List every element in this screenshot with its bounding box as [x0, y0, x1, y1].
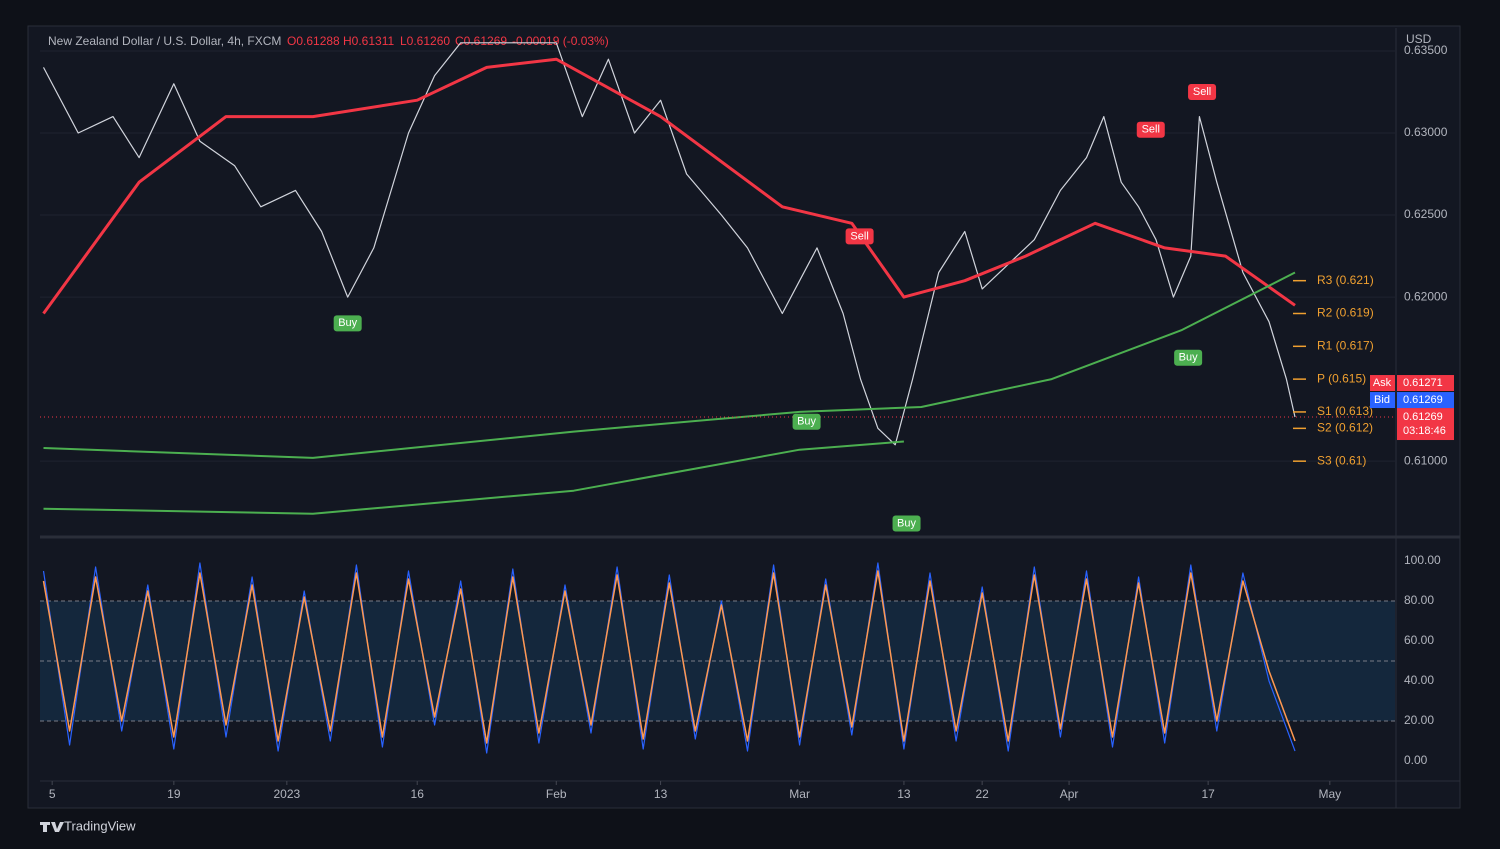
y-tick-label: 100.00 [1404, 553, 1441, 567]
pivot-label: R1 (0.617) [1317, 338, 1374, 352]
ohlc-change: -0.00019 (-0.03%) [512, 34, 609, 48]
countdown: 03:18:46 [1403, 425, 1446, 437]
y-tick-label: 0.61000 [1404, 453, 1448, 467]
signal-label: Sell [850, 230, 868, 242]
signal-tag [1174, 349, 1203, 366]
signal-tag [792, 413, 821, 430]
y-tick-label: 20.00 [1404, 713, 1434, 727]
bid-label: Bid [1374, 394, 1390, 406]
bid-price: 0.61269 [1403, 394, 1443, 406]
ask-price: 0.61271 [1403, 377, 1443, 389]
series-line [43, 271, 1296, 459]
last-price-tag [1397, 408, 1454, 441]
pivot-label: P (0.615) [1317, 371, 1366, 385]
chart-title: New Zealand Dollar / U.S. Dollar, 4h, FX… [48, 34, 281, 48]
y-tick-label: 0.63000 [1404, 125, 1448, 139]
y-tick-label: 0.00 [1404, 753, 1428, 767]
price-unit: USD [1406, 32, 1432, 46]
signal-label: Buy [897, 517, 916, 529]
x-tick-label: 16 [411, 787, 425, 801]
signal-label: Buy [797, 416, 816, 428]
pivot-label: R3 (0.621) [1317, 273, 1374, 287]
bid-price-tag [1397, 392, 1454, 409]
signal-tag [333, 315, 362, 332]
x-tick-label: 2023 [273, 787, 300, 801]
pivot-label: R2 (0.619) [1317, 306, 1374, 320]
series-line [43, 440, 904, 515]
last-price: 0.61269 [1403, 411, 1443, 423]
series-line [42, 42, 1296, 446]
signal-tag [845, 228, 874, 245]
x-tick-label: Feb [546, 787, 567, 801]
signal-tag [1188, 83, 1217, 100]
pivot-label: S2 (0.612) [1317, 421, 1373, 435]
ohlc-open: O0.61288 [287, 34, 340, 48]
signal-label: Buy [1179, 352, 1198, 364]
y-tick-label: 0.62500 [1404, 207, 1448, 221]
x-tick-label: 13 [897, 787, 911, 801]
pane [40, 42, 1395, 515]
signal-tag [892, 515, 921, 532]
ohlc-high: H0.61311 [343, 34, 394, 48]
brand: TradingView [64, 818, 136, 833]
bid-label-tag [1370, 392, 1395, 409]
x-tick-label: 19 [167, 787, 181, 801]
x-tick-label: 17 [1201, 787, 1215, 801]
signal-label: Sell [1193, 86, 1211, 98]
x-tick-label: 13 [654, 787, 668, 801]
pivot-label: S3 (0.61) [1317, 453, 1366, 467]
signal-label: Buy [338, 317, 357, 329]
pivot-label: S1 (0.613) [1317, 404, 1373, 418]
ask-label-tag [1370, 375, 1395, 392]
logo-icon [40, 822, 64, 832]
y-tick-label: 40.00 [1404, 673, 1434, 687]
y-tick-label: 0.63500 [1404, 43, 1448, 57]
x-tick-label: Mar [789, 787, 810, 801]
ask-price-tag [1397, 375, 1454, 392]
x-tick-label: 5 [49, 787, 56, 801]
y-tick-label: 0.62000 [1404, 289, 1448, 303]
ask-label: Ask [1373, 377, 1392, 389]
pane [40, 562, 1395, 754]
signal-tag [1136, 121, 1165, 138]
y-tick-label: 60.00 [1404, 633, 1434, 647]
series-line [42, 57, 1296, 315]
signal-label: Sell [1142, 124, 1160, 136]
x-tick-label: 22 [975, 787, 989, 801]
y-tick-label: 80.00 [1404, 593, 1434, 607]
series-line [42, 570, 1296, 744]
series-line [42, 562, 1296, 754]
ohlc-close: C0.61269 [455, 34, 507, 48]
ohlc-low: L0.61260 [400, 34, 450, 48]
x-tick-label: Apr [1060, 787, 1079, 801]
x-tick-label: May [1318, 787, 1341, 801]
